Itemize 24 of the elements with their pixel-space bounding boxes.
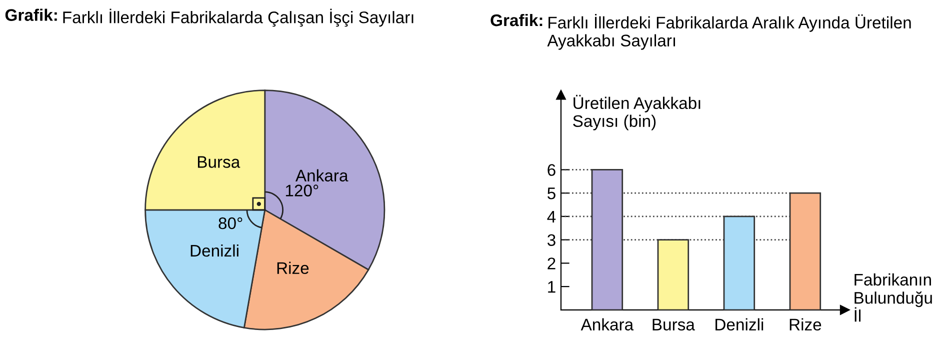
bar	[657, 239, 690, 310]
y-tick-label: 4	[547, 211, 556, 222]
x-tick-label: Ankara	[580, 318, 634, 330]
text: 120°	[286, 184, 318, 196]
bar	[723, 216, 756, 310]
bar	[789, 192, 822, 310]
slice-label: Denizli	[190, 244, 238, 257]
text: 80°	[218, 217, 242, 230]
y-tick-label: 1	[548, 281, 556, 293]
chart-title: Grafik: Farklı İllerdeki Fabrikalarda Çalışan İşçi Sayıları	[5, 8, 414, 27]
slice-label: Ankara	[295, 169, 348, 182]
x-tick-label: Bursa	[652, 318, 695, 330]
y-tick-label: 3	[547, 234, 556, 246]
x-tick-label: Denizli	[716, 318, 764, 330]
x-tick-label: Rize	[790, 318, 822, 330]
y-tick-label: 6	[548, 164, 556, 176]
slice-label: Rize	[277, 262, 309, 274]
slice-label: Bursa	[198, 156, 240, 168]
chart-title: Grafik: Farklı İllerdeki Fabrikalarda Aralık Ayında Üretilen Ayakkabı Sayıları	[490, 14, 911, 50]
y-tick-label: 5	[548, 188, 556, 200]
y-tick-label: 2	[548, 258, 556, 270]
x-axis-title: Fabrikanın Bulunduğu İl	[854, 273, 932, 322]
bar	[591, 169, 624, 310]
y-axis-title: Üretilen Ayakkabı Sayısı (bin)	[573, 94, 700, 130]
